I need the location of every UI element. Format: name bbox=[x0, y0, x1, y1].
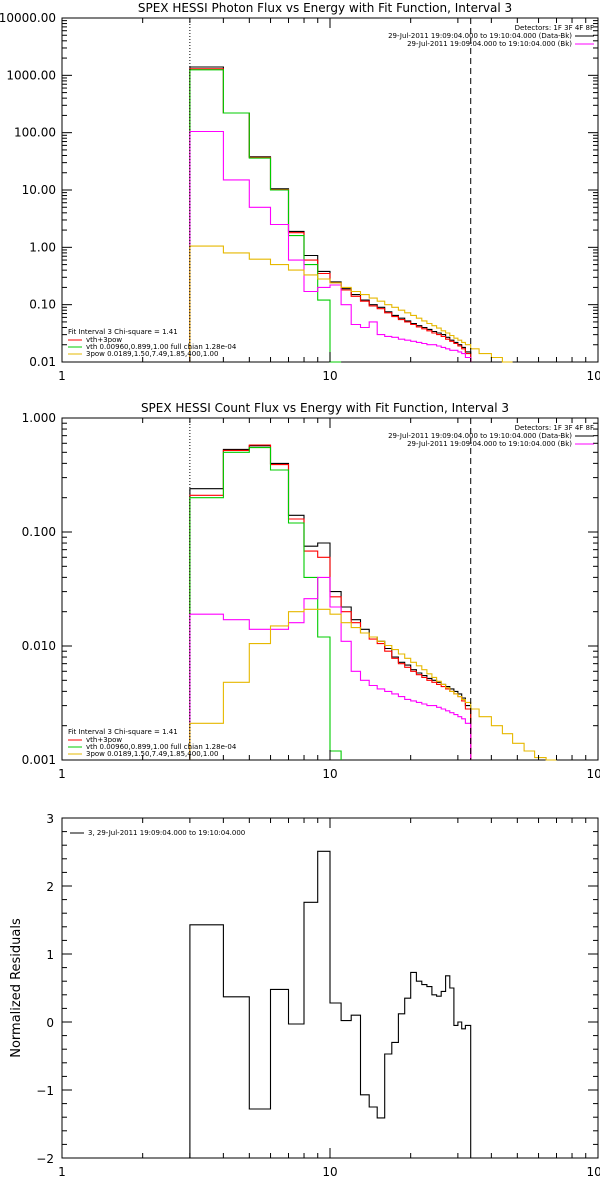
count-flux-y-tick-label: 0.001 bbox=[22, 753, 56, 767]
count-flux-x-tick-label: 1 bbox=[58, 767, 66, 781]
count-flux-series-2 bbox=[189, 447, 342, 760]
count-flux-title: SPEX HESSI Count Flux vs Energy with Fit… bbox=[141, 401, 509, 415]
photon-flux-y-tick-label: 10000.00 bbox=[0, 11, 56, 25]
count-flux-x-tick-label: 10 bbox=[322, 767, 337, 781]
count-flux-series-4 bbox=[189, 608, 557, 761]
count-flux-y-tick-label: 1.000 bbox=[22, 411, 56, 425]
photon-flux-legend-data-bk: 29-Jul-2011 19:09:04.000 to 19:10:04.000… bbox=[388, 32, 572, 40]
photon-flux-series-4 bbox=[189, 245, 513, 363]
residuals-y-tick-label: 0 bbox=[46, 1016, 54, 1030]
photon-flux-marks bbox=[189, 18, 513, 363]
residuals-y-tick-label: 2 bbox=[46, 880, 54, 894]
count-flux-fit-vth: vth 0.00960,0.899,1.00 full chian 1.28e-… bbox=[86, 743, 237, 751]
residuals-ticks: 1 10 100 −2 −1 0 1 2 3 bbox=[36, 812, 600, 1179]
photon-flux-series-3 bbox=[189, 130, 472, 362]
residuals-y-tick-label: −2 bbox=[36, 1152, 54, 1166]
residuals-x-tick-label: 100 bbox=[587, 1165, 600, 1179]
photon-flux-series-2 bbox=[189, 69, 342, 363]
photon-flux-y-tick-label: 1.00 bbox=[29, 240, 56, 254]
count-flux-y-tick-label: 0.010 bbox=[22, 639, 56, 653]
count-flux-fit-3pow: 3pow 0.0189,1.50,7.49,1.85,400,1.00 bbox=[86, 750, 218, 758]
count-flux-fit-header: Fit Interval 3 Chi-square = 1.41 bbox=[68, 728, 178, 736]
photon-flux-panel: SPEX HESSI Photon Flux vs Energy with Fi… bbox=[0, 1, 600, 383]
count-flux-legend-bk: 29-Jul-2011 19:09:04.000 to 19:10:04.000… bbox=[407, 440, 572, 448]
photon-flux-fit-total: vth+3pow bbox=[86, 336, 122, 344]
photon-flux-fit-vth: vth 0.00960,0.899,1.00 full chian 1.28e-… bbox=[86, 343, 237, 351]
residuals-panel: 1 10 100 −2 −1 0 1 2 3 3, 29-Jul-2011 19:09:04.0… bbox=[9, 812, 600, 1179]
count-flux-x-tick-label: 100 bbox=[587, 767, 600, 781]
photon-flux-title: SPEX HESSI Photon Flux vs Energy with Fi… bbox=[138, 1, 512, 15]
residuals-x-tick-label: 1 bbox=[58, 1165, 66, 1179]
photon-flux-y-tick-label: 100.00 bbox=[14, 126, 56, 140]
photon-flux-legend-bk: 29-Jul-2011 19:09:04.000 to 19:10:04.000… bbox=[407, 40, 572, 48]
residuals-y-axis-label: Normalized Residuals bbox=[9, 918, 24, 1058]
residuals-legend-label: 3, 29-Jul-2011 19:09:04.000 to 19:10:04.… bbox=[88, 829, 245, 837]
residuals-y-tick-label: 3 bbox=[46, 812, 54, 826]
count-flux-y-tick-label: 0.100 bbox=[22, 525, 56, 539]
photon-flux-fit-header: Fit Interval 3 Chi-square = 1.41 bbox=[68, 328, 178, 336]
residuals-x-tick-label: 10 bbox=[322, 1165, 337, 1179]
count-flux-fit-total: vth+3pow bbox=[86, 736, 122, 744]
photon-flux-y-tick-label: 0.10 bbox=[29, 298, 56, 312]
photon-flux-y-tick-label: 1000.00 bbox=[6, 68, 56, 82]
count-flux-series-3 bbox=[189, 576, 472, 760]
residuals-y-tick-label: 1 bbox=[46, 948, 54, 962]
count-flux-panel: SPEX HESSI Count Flux vs Energy with Fit… bbox=[22, 401, 600, 781]
photon-flux-legend-detectors: Detectors: 1F 3F 4F 8F bbox=[515, 24, 594, 32]
residuals-series-0 bbox=[189, 850, 472, 1158]
photon-flux-x-tick-label: 10 bbox=[322, 369, 337, 383]
count-flux-ticks: 1 10 100 0.001 0.010 0.100 1.000 bbox=[22, 411, 600, 781]
residuals-y-tick-label: −1 bbox=[36, 1084, 54, 1098]
residuals-marks bbox=[189, 850, 472, 1158]
photon-flux-y-tick-label: 10.00 bbox=[22, 183, 56, 197]
photon-flux-ticks: 1 10 100 0.01 0.10 1.00 10.00 100.00 1000.00 1000… bbox=[0, 11, 600, 383]
photon-flux-x-tick-label: 100 bbox=[587, 369, 600, 383]
count-flux-legend-data-bk: 29-Jul-2011 19:09:04.000 to 19:10:04.000… bbox=[388, 432, 572, 440]
photon-flux-x-tick-label: 1 bbox=[58, 369, 66, 383]
count-flux-marks bbox=[189, 418, 557, 761]
count-flux-legend-detectors: Detectors: 1F 3F 4F 8F bbox=[515, 424, 594, 432]
photon-flux-y-tick-label: 0.01 bbox=[29, 355, 56, 369]
photon-flux-fit-3pow: 3pow 0.0189,1.50,7.49,1.85,400,1.00 bbox=[86, 350, 218, 358]
